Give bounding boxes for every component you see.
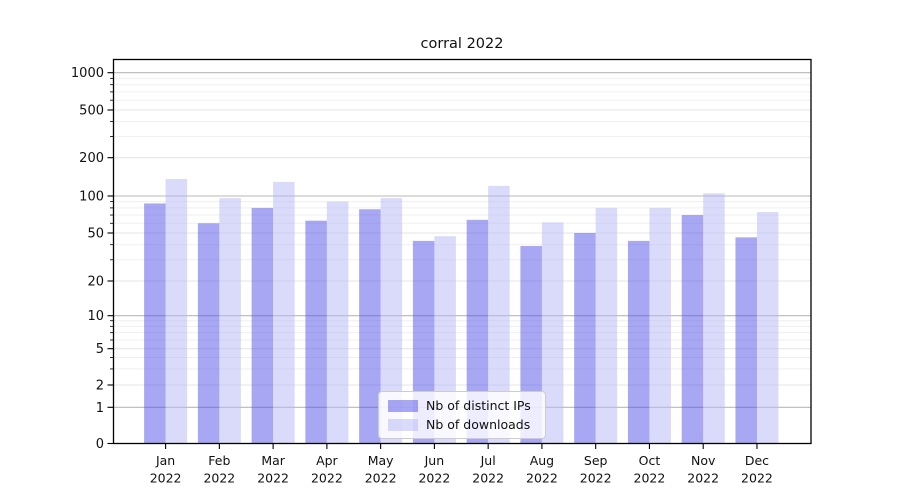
- bar-downloads-sep: [595, 207, 618, 444]
- legend-swatch-distinct-ips: [388, 399, 418, 412]
- x-tick-year-may: 2022: [365, 471, 397, 486]
- bar-ips-jan: [144, 203, 166, 444]
- x-tick-label-feb: Feb: [208, 453, 230, 468]
- bar-ips-dec: [735, 237, 757, 444]
- x-tick-year-jun: 2022: [418, 471, 450, 486]
- x-tick-year-oct: 2022: [634, 471, 666, 486]
- x-tick-year-jan: 2022: [150, 471, 182, 486]
- y-tick-label-1: 1: [96, 401, 104, 416]
- legend: Nb of distinct IPs Nb of downloads: [378, 391, 546, 439]
- y-tick-label-50: 50: [87, 227, 104, 242]
- bar-downloads-nov: [703, 193, 725, 444]
- bar-downloads-aug: [541, 222, 564, 444]
- bar-downloads-mar: [273, 181, 295, 444]
- y-tick-label-0: 0: [96, 437, 104, 452]
- x-tick-label-oct: Oct: [639, 453, 661, 468]
- x-tick-year-mar: 2022: [257, 471, 289, 486]
- bar-downloads-may: [380, 198, 403, 444]
- bar-downloads-jul: [488, 185, 510, 444]
- legend-entry-distinct-ips: Nb of distinct IPs: [388, 398, 545, 413]
- bar-ips-feb: [197, 223, 220, 444]
- y-tick-label-200: 200: [79, 151, 104, 166]
- y-tick-label-2: 2: [96, 379, 104, 394]
- x-tick-label-may: May: [368, 453, 394, 468]
- x-tick-label-jul: Jul: [480, 453, 496, 468]
- x-tick-year-apr: 2022: [311, 471, 343, 486]
- x-tick-year-nov: 2022: [687, 471, 719, 486]
- legend-label-downloads: Nb of downloads: [426, 417, 531, 432]
- bar-downloads-feb: [219, 198, 241, 444]
- x-tick-year-dec: 2022: [741, 471, 773, 486]
- x-tick-year-feb: 2022: [203, 471, 235, 486]
- x-tick-label-jan: Jan: [155, 453, 175, 468]
- chart-title: corral 2022: [420, 36, 504, 52]
- x-tick-year-jul: 2022: [472, 471, 504, 486]
- y-tick-label-20: 20: [87, 275, 104, 290]
- x-tick-label-apr: Apr: [316, 453, 338, 468]
- bar-downloads-dec: [756, 212, 779, 444]
- legend-entry-downloads: Nb of downloads: [388, 417, 545, 432]
- bar-downloads-jan: [165, 179, 188, 444]
- legend-swatch-downloads: [388, 418, 418, 431]
- bar-ips-jul: [466, 219, 489, 444]
- y-tick-label-10: 10: [87, 309, 104, 324]
- bar-ips-nov: [681, 215, 704, 444]
- y-tick-label-100: 100: [79, 190, 104, 205]
- bar-ips-oct: [627, 240, 650, 444]
- y-tick-label-500: 500: [79, 104, 104, 119]
- x-tick-label-mar: Mar: [261, 453, 285, 468]
- y-tick-label-1000: 1000: [71, 66, 104, 81]
- bar-ips-may: [359, 209, 381, 444]
- x-tick-label-jun: Jun: [424, 453, 445, 468]
- x-tick-year-sep: 2022: [580, 471, 612, 486]
- y-tick-label-5: 5: [96, 342, 104, 357]
- x-tick-label-dec: Dec: [745, 453, 769, 468]
- bar-downloads-apr: [326, 201, 349, 444]
- x-tick-label-nov: Nov: [691, 453, 716, 468]
- bar-ips-sep: [574, 233, 596, 444]
- x-tick-label-sep: Sep: [584, 453, 608, 468]
- plot-border: [112, 58, 812, 445]
- legend-label-distinct-ips: Nb of distinct IPs: [426, 398, 531, 413]
- bar-downloads-oct: [649, 207, 671, 444]
- bar-ips-mar: [251, 207, 274, 444]
- x-tick-year-aug: 2022: [526, 471, 558, 486]
- x-tick-label-aug: Aug: [530, 453, 554, 468]
- bar-ips-apr: [305, 220, 327, 444]
